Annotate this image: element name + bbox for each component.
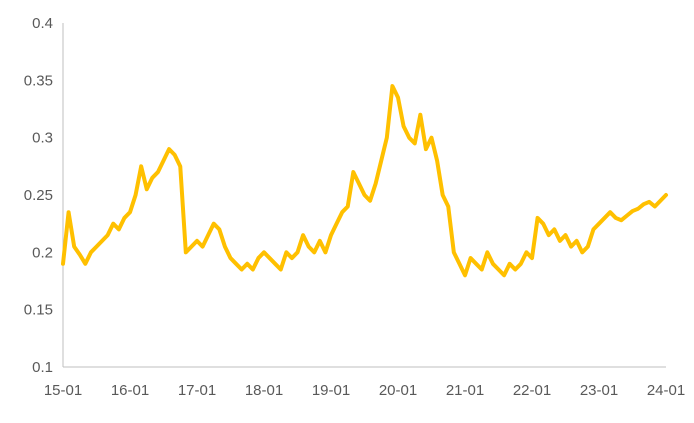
x-tick-label: 24-01 [647,382,685,399]
x-axis-tick-labels: 15-01 16-01 17-01 18-01 19-01 20-01 21-01 22-01… [44,382,685,399]
x-tick-label: 20-01 [379,382,417,399]
x-tick-label: 22-01 [513,382,551,399]
x-tick-label: 17-01 [178,382,216,399]
y-tick-label: 0.1 [32,359,53,376]
x-tick-label: 23-01 [580,382,618,399]
y-tick-label: 0.4 [32,15,53,32]
y-tick-label: 0.25 [24,187,53,204]
y-tick-label: 0.35 [24,72,53,89]
series-line [61,84,668,278]
y-tick-label: 0.15 [24,302,53,319]
y-tick-label: 0.2 [32,244,53,261]
axes [62,23,666,368]
x-tick-label: 16-01 [111,382,149,399]
x-tick-label: 18-01 [245,382,283,399]
x-tick-label: 19-01 [312,382,350,399]
series-group [61,84,668,278]
y-axis-tick-labels: 0.1 0.15 0.2 0.25 0.3 0.35 0.4 [24,15,53,376]
x-tick-label: 21-01 [446,382,484,399]
y-tick-label: 0.3 [32,130,53,147]
x-tick-label: 15-01 [44,382,82,399]
